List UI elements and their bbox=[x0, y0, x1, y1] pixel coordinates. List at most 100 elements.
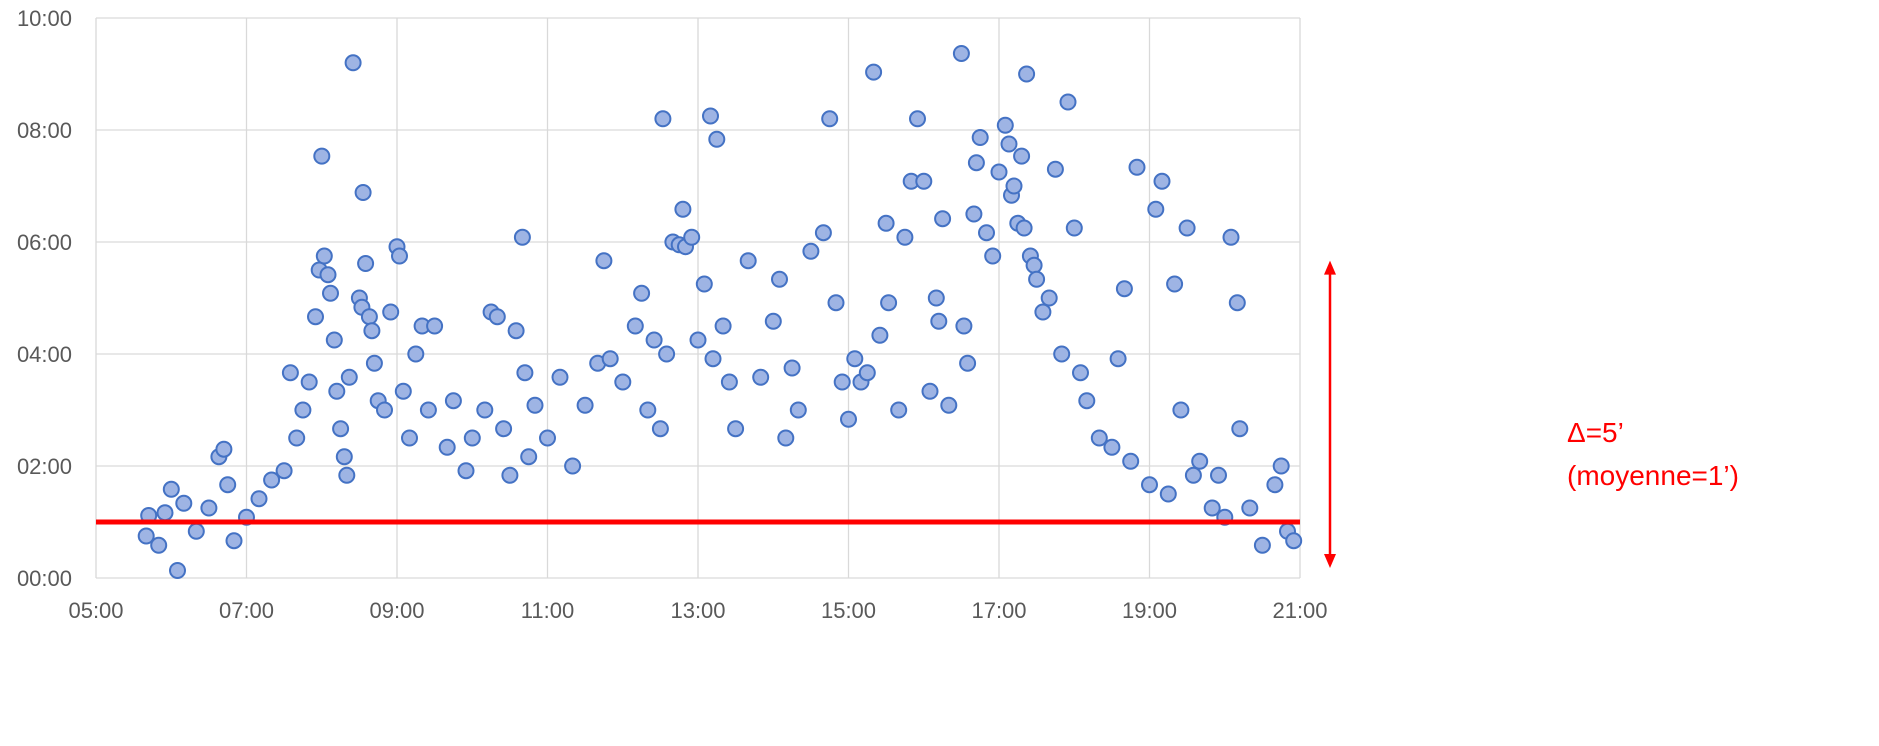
data-point bbox=[501, 466, 519, 484]
data-point bbox=[858, 364, 876, 382]
data-point bbox=[865, 63, 883, 81]
data-point bbox=[674, 200, 692, 218]
data-point bbox=[175, 494, 193, 512]
data-point bbox=[576, 396, 594, 414]
y-tick-label: 10:00 bbox=[17, 6, 72, 31]
data-point bbox=[880, 294, 898, 312]
data-point bbox=[382, 303, 400, 321]
y-tick-label: 02:00 bbox=[17, 454, 72, 479]
y-tick-label: 06:00 bbox=[17, 230, 72, 255]
data-point bbox=[704, 350, 722, 368]
x-tick-label: 21:00 bbox=[1272, 598, 1327, 623]
data-point bbox=[702, 107, 719, 125]
x-tick-label: 15:00 bbox=[821, 598, 876, 623]
data-point bbox=[821, 110, 839, 128]
data-point bbox=[1028, 270, 1046, 288]
data-point bbox=[426, 317, 444, 335]
data-point bbox=[275, 462, 293, 480]
data-point bbox=[313, 147, 331, 165]
data-point bbox=[1122, 452, 1140, 470]
data-point bbox=[915, 172, 933, 190]
data-point bbox=[1231, 420, 1249, 438]
data-point bbox=[626, 317, 644, 335]
data-point bbox=[921, 382, 939, 400]
data-point bbox=[401, 429, 418, 447]
data-point bbox=[965, 205, 983, 223]
data-point bbox=[833, 373, 851, 391]
data-point bbox=[651, 420, 669, 438]
data-point bbox=[1103, 438, 1121, 456]
data-point bbox=[683, 228, 701, 246]
data-point bbox=[1034, 303, 1052, 321]
data-point bbox=[332, 420, 350, 438]
data-point bbox=[1178, 219, 1196, 237]
data-point bbox=[551, 368, 569, 386]
data-point bbox=[225, 532, 243, 550]
data-point bbox=[1166, 275, 1184, 293]
x-tick-label: 05:00 bbox=[68, 598, 123, 623]
data-point bbox=[840, 410, 857, 428]
data-point bbox=[513, 228, 531, 246]
annotation-mean: (moyenne=1’) bbox=[1567, 460, 1739, 491]
data-point bbox=[488, 308, 506, 326]
data-point bbox=[363, 322, 381, 340]
data-point bbox=[325, 331, 343, 349]
data-point bbox=[996, 116, 1014, 134]
data-point bbox=[539, 429, 556, 447]
data-point bbox=[1253, 536, 1271, 554]
data-point bbox=[940, 396, 958, 414]
data-point bbox=[156, 504, 174, 522]
data-point bbox=[315, 247, 333, 265]
data-point bbox=[720, 373, 738, 391]
data-point bbox=[1241, 499, 1259, 517]
data-point bbox=[263, 471, 281, 489]
data-point bbox=[927, 289, 945, 307]
data-point bbox=[777, 429, 795, 447]
data-point bbox=[1013, 147, 1031, 165]
x-tick-label: 17:00 bbox=[971, 598, 1026, 623]
data-point bbox=[1000, 135, 1018, 153]
data-point bbox=[507, 322, 525, 340]
data-point bbox=[215, 440, 233, 458]
x-tick-label: 11:00 bbox=[521, 598, 574, 623]
data-point bbox=[307, 308, 324, 326]
data-point bbox=[909, 110, 926, 128]
data-point bbox=[169, 562, 186, 579]
data-point bbox=[695, 275, 713, 293]
data-point bbox=[438, 438, 456, 456]
data-point bbox=[1228, 294, 1246, 312]
data-point bbox=[394, 382, 412, 400]
data-point bbox=[1153, 172, 1171, 190]
data-point bbox=[520, 448, 538, 466]
data-point bbox=[357, 255, 375, 272]
delta-arrow-head-top bbox=[1324, 260, 1336, 275]
y-tick-label: 00:00 bbox=[17, 566, 72, 591]
data-point bbox=[328, 382, 346, 400]
annotation-delta: Δ=5’ bbox=[1567, 417, 1624, 448]
data-point bbox=[1025, 256, 1043, 274]
data-point bbox=[360, 308, 378, 326]
data-point bbox=[645, 331, 663, 349]
data-point bbox=[984, 247, 1002, 265]
data-point bbox=[338, 466, 356, 484]
data-point bbox=[595, 252, 613, 270]
data-point bbox=[1072, 364, 1089, 382]
data-point bbox=[890, 401, 908, 419]
data-point bbox=[967, 154, 985, 172]
data-point bbox=[601, 350, 619, 368]
data-point bbox=[783, 359, 801, 377]
data-point bbox=[1147, 200, 1165, 218]
data-point bbox=[952, 45, 970, 62]
data-point bbox=[689, 331, 707, 349]
data-point bbox=[1078, 392, 1096, 410]
data-point bbox=[1040, 289, 1058, 307]
data-point bbox=[934, 210, 952, 228]
x-tick-label: 07:00 bbox=[219, 598, 274, 623]
data-point bbox=[871, 326, 889, 344]
data-point bbox=[1222, 228, 1240, 246]
data-point bbox=[877, 214, 895, 232]
x-tick-label: 09:00 bbox=[369, 598, 424, 623]
data-point bbox=[322, 284, 339, 302]
data-point bbox=[654, 110, 672, 128]
